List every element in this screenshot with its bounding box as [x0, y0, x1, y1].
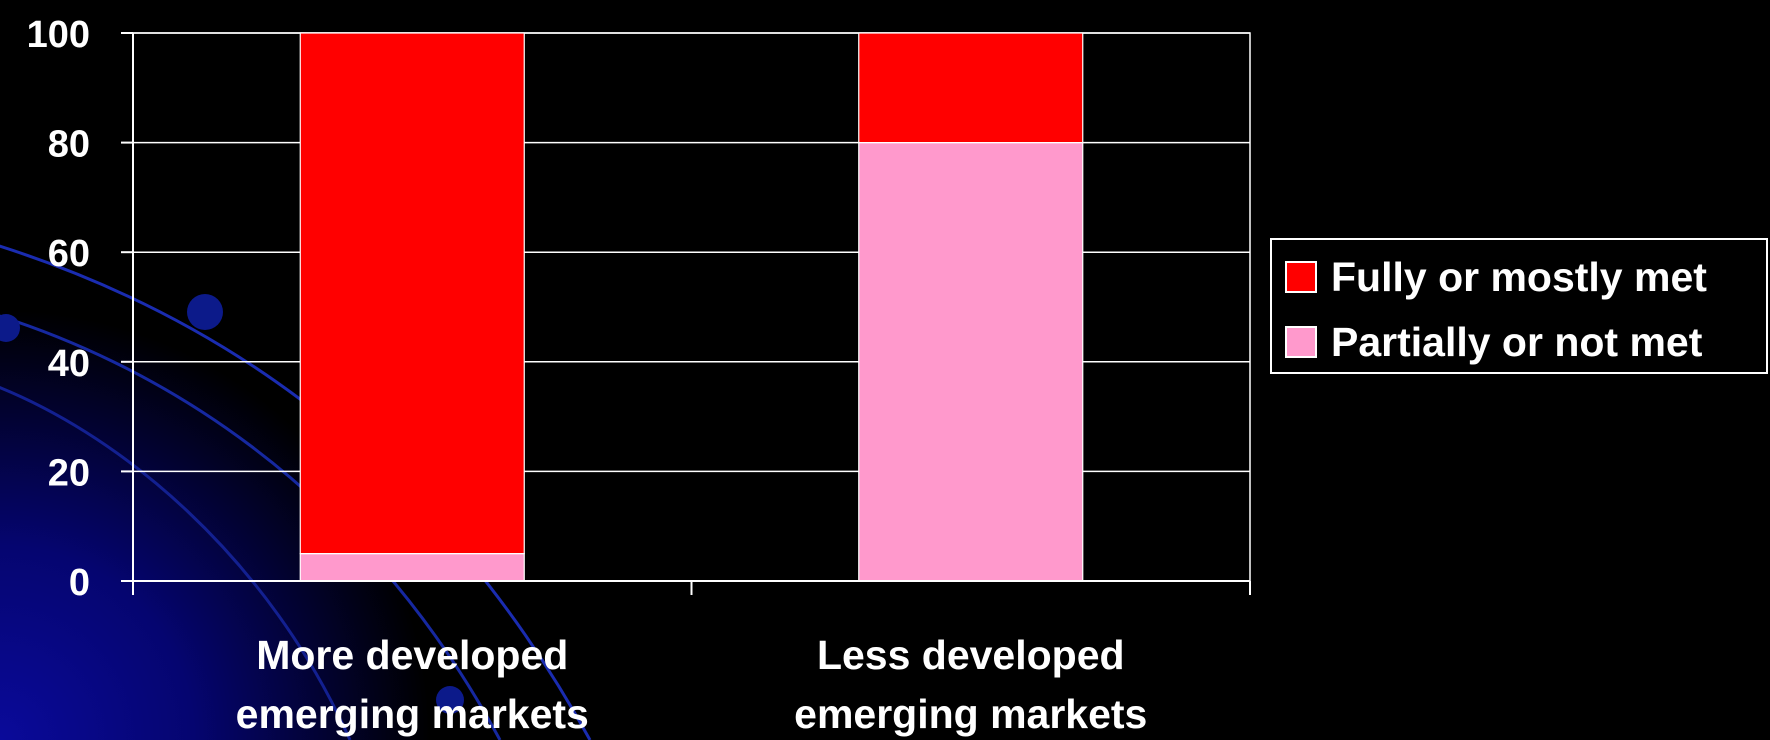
legend: Fully or mostly met Partially or not met — [1270, 238, 1768, 374]
legend-label: Partially or not met — [1331, 319, 1703, 365]
bar-segment — [858, 142, 1084, 582]
legend-label: Fully or mostly met — [1331, 254, 1707, 300]
y-tick-label: 100 — [27, 14, 90, 56]
bar-segment — [299, 32, 525, 555]
category-label: emerging markets — [236, 691, 589, 737]
plot-area: More developed emerging markets Less devel… — [27, 14, 1251, 737]
y-tick-label: 0 — [69, 562, 90, 604]
legend-box — [1270, 238, 1768, 374]
legend-swatch — [1285, 261, 1317, 293]
y-tick-label: 40 — [48, 343, 90, 385]
category-label: Less developed — [817, 632, 1125, 678]
category-label: emerging markets — [794, 691, 1147, 737]
y-tick-label: 60 — [48, 233, 90, 275]
category-label: More developed — [256, 632, 568, 678]
y-tick-label: 80 — [48, 124, 90, 166]
y-tick-label: 20 — [48, 452, 90, 494]
legend-swatch — [1285, 326, 1317, 358]
bar-segment — [299, 552, 525, 582]
bar-segment — [858, 32, 1084, 144]
